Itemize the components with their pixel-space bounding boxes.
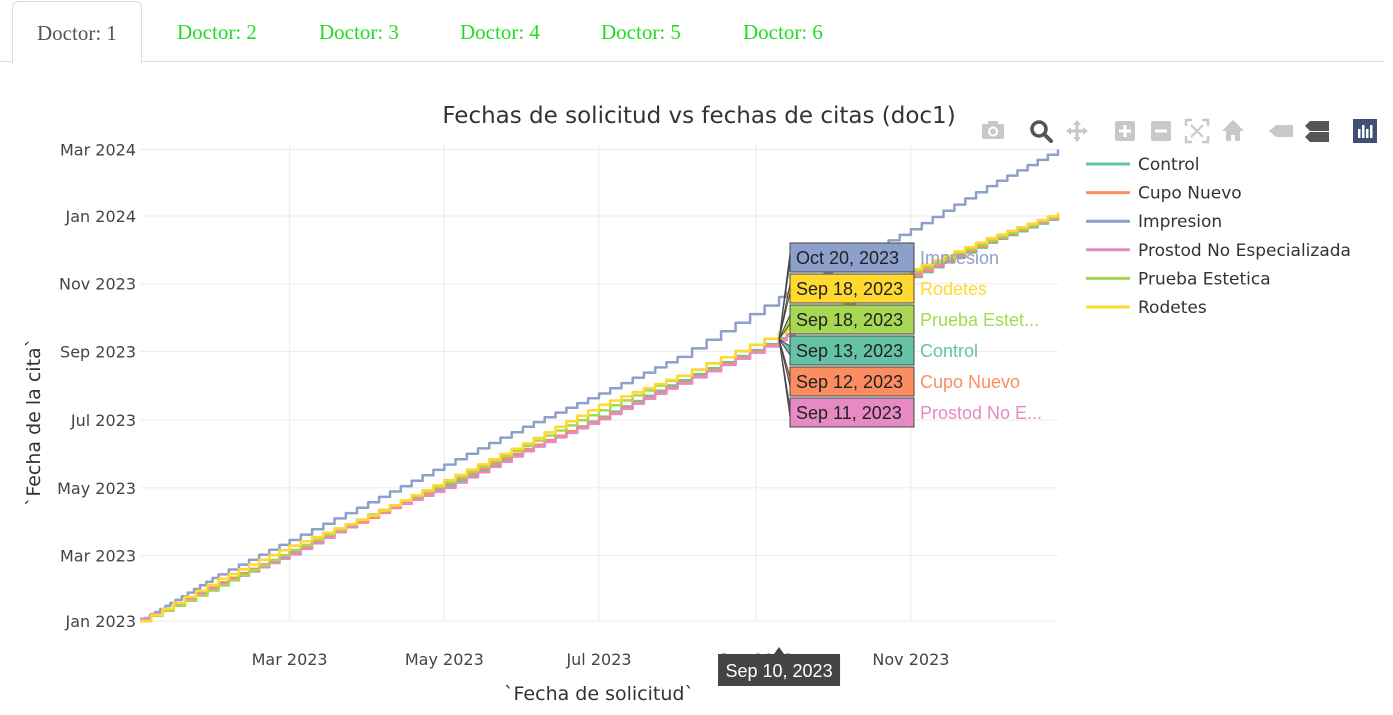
hover-tooltips: Oct 20, 2023 Impresion Sep 18, 2023 Rodetes… bbox=[718, 242, 1042, 686]
legend-item[interactable]: Prostod No Especializada bbox=[1086, 241, 1351, 261]
tab-doctor-3[interactable]: Doctor: 3 bbox=[319, 20, 399, 44]
chart[interactable]: Mar 2023 May 2023 Jul 2023 Sep 2023 Nov 2023… bbox=[0, 62, 1393, 715]
y-tick-label: Jan 2023 bbox=[65, 612, 136, 631]
y-tick-label: Jan 2024 bbox=[65, 207, 136, 226]
hover-date: Oct 20, 2023 bbox=[796, 248, 899, 268]
legend-label: Rodetes bbox=[1138, 298, 1207, 318]
y-tick-label: Mar 2023 bbox=[60, 547, 136, 566]
hover-label: Sep 18, 2023 Rodetes bbox=[778, 273, 987, 340]
tab-bar: Doctor: 1 Doctor: 2 Doctor: 3 Doctor: 4 … bbox=[0, 0, 1393, 64]
x-axis-label: `Fecha de solicitud` bbox=[504, 683, 694, 705]
legend-label: Prueba Estetica bbox=[1138, 269, 1271, 289]
hover-series-name: Control bbox=[920, 341, 978, 361]
legend-item[interactable]: Impresion bbox=[1086, 212, 1222, 232]
modebar bbox=[982, 118, 1377, 144]
zoom-in-icon[interactable] bbox=[1115, 121, 1135, 141]
hover-x-label: Sep 10, 2023 bbox=[718, 647, 841, 686]
hover-label: Sep 13, 2023 Control bbox=[778, 335, 978, 366]
tab-doctor-6[interactable]: Doctor: 6 bbox=[743, 20, 823, 44]
hover-box bbox=[789, 335, 915, 366]
tab-doctor-4[interactable]: Doctor: 4 bbox=[460, 20, 540, 44]
legend-item[interactable]: Prueba Estetica bbox=[1086, 269, 1271, 289]
hover-compare-icon[interactable] bbox=[1305, 121, 1329, 142]
y-tick-label: Mar 2024 bbox=[60, 140, 136, 159]
hover-closest-icon[interactable] bbox=[1269, 125, 1293, 137]
zoom-out-icon[interactable] bbox=[1151, 121, 1171, 141]
hover-series-name: Prueba Estet... bbox=[920, 310, 1039, 330]
legend-label: Impresion bbox=[1138, 212, 1222, 232]
legend-item[interactable]: Control bbox=[1086, 155, 1199, 175]
zoom-icon[interactable] bbox=[1030, 120, 1053, 143]
hover-label: Sep 18, 2023 Prueba Estet... bbox=[778, 304, 1039, 340]
x-tick-label: May 2023 bbox=[405, 650, 484, 669]
hover-series-name: Rodetes bbox=[920, 279, 987, 299]
y-tick-label: May 2023 bbox=[57, 479, 136, 498]
x-tick-label: Mar 2023 bbox=[252, 650, 328, 669]
hover-label: Sep 11, 2023 Prostod No E... bbox=[778, 339, 1042, 428]
hover-date: Sep 11, 2023 bbox=[796, 403, 902, 423]
hover-series-name: Cupo Nuevo bbox=[920, 372, 1020, 392]
tab-doctor-1[interactable]: Doctor: 1 bbox=[12, 1, 142, 64]
hover-label: Sep 12, 2023 Cupo Nuevo bbox=[778, 339, 1020, 397]
tab-divider bbox=[0, 61, 1385, 62]
hover-box bbox=[789, 366, 915, 397]
home-icon[interactable] bbox=[1222, 120, 1244, 141]
hover-date: Sep 13, 2023 bbox=[796, 341, 903, 361]
x-tick-label: Jul 2023 bbox=[565, 650, 631, 669]
tab-doctor-5[interactable]: Doctor: 5 bbox=[601, 20, 681, 44]
legend-item[interactable]: Rodetes bbox=[1086, 298, 1207, 318]
pan-icon[interactable] bbox=[1066, 120, 1088, 142]
series-line-impresion bbox=[140, 149, 1060, 623]
hover-box bbox=[789, 242, 915, 273]
chart-title: Fechas de solicitud vs fechas de citas (… bbox=[442, 103, 955, 129]
hover-series-name: Prostod No E... bbox=[920, 403, 1042, 423]
hover-date: Sep 12, 2023 bbox=[796, 372, 903, 392]
legend-label: Prostod No Especializada bbox=[1138, 241, 1351, 261]
hover-date: Sep 18, 2023 bbox=[796, 310, 903, 330]
legend-label: Control bbox=[1138, 155, 1199, 175]
plotly-logo-icon[interactable] bbox=[1353, 119, 1377, 143]
tab-doctor-2[interactable]: Doctor: 2 bbox=[177, 20, 257, 44]
hover-x-value: Sep 10, 2023 bbox=[725, 661, 832, 681]
camera-icon[interactable] bbox=[982, 121, 1004, 139]
autoscale-icon[interactable] bbox=[1184, 118, 1210, 144]
legend-label: Cupo Nuevo bbox=[1138, 184, 1242, 204]
hover-label: Oct 20, 2023 Impresion bbox=[778, 242, 999, 340]
y-tick-label: Sep 2023 bbox=[60, 342, 136, 361]
legend-item[interactable]: Cupo Nuevo bbox=[1086, 184, 1242, 204]
y-tick-label: Jul 2023 bbox=[70, 411, 136, 430]
hover-box bbox=[789, 273, 915, 304]
y-tick-label: Nov 2023 bbox=[59, 275, 136, 294]
hover-date: Sep 18, 2023 bbox=[796, 279, 903, 299]
y-axis-label: `Fecha de la cita` bbox=[23, 338, 45, 506]
x-tick-label: Nov 2023 bbox=[872, 650, 949, 669]
hover-box bbox=[789, 304, 915, 335]
legend: Control Cupo Nuevo Impresion Prostod No Esp… bbox=[1086, 155, 1351, 318]
hover-box bbox=[789, 397, 915, 428]
hover-series-name: Impresion bbox=[920, 248, 999, 268]
